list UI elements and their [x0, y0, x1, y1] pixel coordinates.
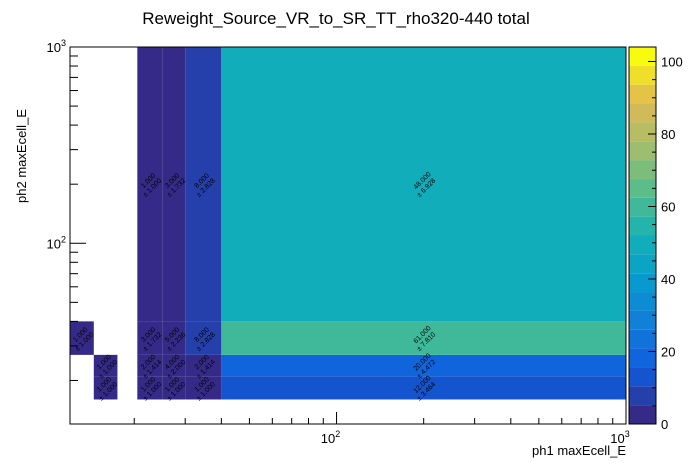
colorbar-swatch: [629, 254, 656, 274]
colorbar-tick-label: 0: [661, 417, 668, 432]
colorbar-tick-label: 40: [661, 272, 675, 287]
heatmap-cell-10: [162, 321, 186, 355]
cell-error-label: ± 1.414: [0, 0, 12, 2]
colorbar-swatch: [629, 386, 656, 406]
heatmap-cell-11: [162, 47, 186, 322]
y-tick-label: 102: [47, 234, 66, 251]
colorbar-swatch: [629, 235, 656, 255]
colorbar-swatch: [629, 405, 656, 424]
chart-title: Reweight_Source_VR_to_SR_TT_rho320-440 t…: [142, 9, 529, 28]
heatmap-cell-5: [137, 321, 163, 355]
colorbar-swatch: [629, 273, 656, 293]
colorbar-frame: [628, 46, 657, 425]
colorbar-swatch: [629, 292, 656, 311]
heatmap-cell-16: [185, 47, 222, 322]
colorbar-swatch: [629, 141, 656, 161]
colorbar-tick-label: 20: [661, 345, 675, 360]
colorbar-swatch: [629, 329, 656, 349]
heatmap-cell-6: [137, 47, 163, 322]
x-tick-label: 103: [610, 429, 629, 446]
colorbar-tick-label: 80: [661, 127, 675, 142]
heatmap-cells: [70, 47, 627, 400]
cell-value-label: 2.000: [0, 0, 9, 2]
heatmap-cell-14: [185, 354, 222, 377]
cell-value-label: 2.000: [0, 0, 9, 2]
colorbar-swatch: [629, 348, 656, 368]
colorbar-swatch: [629, 65, 656, 85]
heatmap-cell-15: [185, 321, 222, 355]
colorbar-tick-label: 60: [661, 200, 675, 215]
cell-error-label: ± 10.149: [0, 0, 14, 2]
heatmap-cell-19: [221, 354, 627, 377]
colorbar-swatch: [629, 216, 656, 236]
colorbar-swatch: [629, 367, 656, 387]
heatmap-cell-0: [70, 321, 94, 355]
colorbar-swatch: [629, 122, 656, 142]
heatmap-cell-21: [221, 47, 627, 322]
y-tick-label: 103: [47, 38, 66, 55]
colorbar-swatch: [629, 178, 656, 198]
colorbar-swatch: [629, 160, 656, 179]
cell-value-label: 103.000: [0, 0, 13, 2]
heatmap-cell-18: [221, 376, 627, 400]
heatmap-cell-20: [221, 321, 627, 355]
colorbar-swatch: [629, 197, 656, 217]
colorbar-swatch: [629, 84, 656, 104]
x-axis-label: ph1 maxEcell_E: [532, 443, 626, 458]
heatmap-cell-8: [162, 376, 186, 400]
cell-error-label: ± 1.414: [0, 0, 12, 2]
colorbar-swatch: [629, 103, 656, 123]
heatmap-cell-4: [137, 354, 163, 377]
heatmap-cell-13: [185, 376, 222, 400]
y-axis-label: ph2 maxEcell_E: [14, 109, 29, 203]
axes: 102 103 102 103: [47, 38, 630, 446]
heatmap-cell-3: [137, 376, 163, 400]
colorbar-swatch: [629, 310, 656, 330]
heatmap-cell-1: [93, 376, 118, 400]
colorbar-tick-label: 100: [661, 55, 683, 70]
plot-frame: [69, 46, 627, 425]
heatmap-cell-9: [162, 354, 186, 377]
color-bar: 0 20 40 60 80 100: [628, 46, 683, 432]
colorbar-swatch: [629, 47, 656, 66]
cell-error-label: ± 4.000: [0, 0, 12, 2]
heatmap-cell-2: [93, 354, 118, 377]
cell-value-label: 16.000: [0, 0, 11, 2]
x-tick-label: 102: [321, 429, 340, 446]
